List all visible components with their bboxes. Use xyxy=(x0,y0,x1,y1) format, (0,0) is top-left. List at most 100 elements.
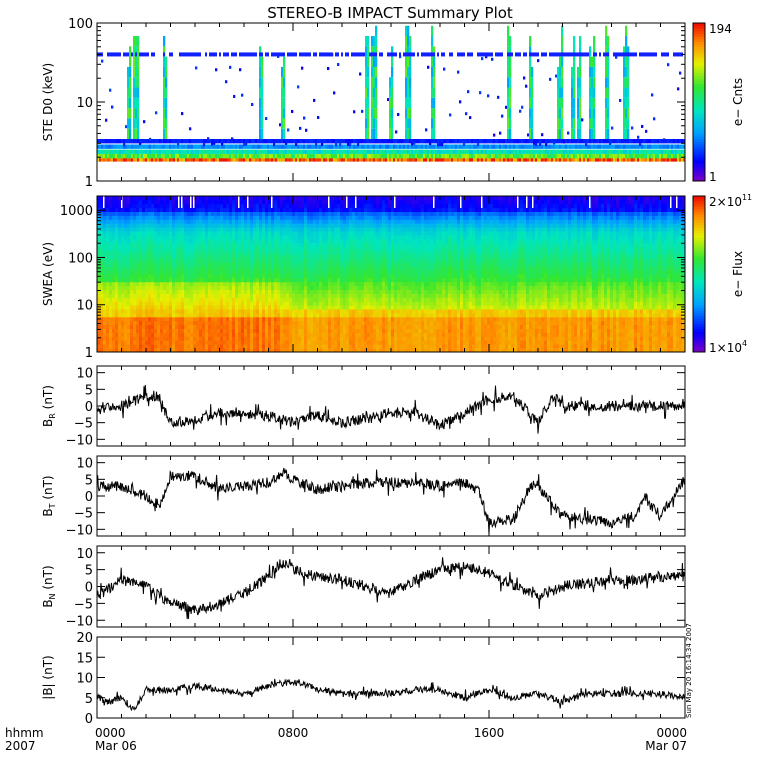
swea-cell xyxy=(142,320,146,326)
ste-cell xyxy=(195,139,198,144)
swea-cell xyxy=(109,348,113,353)
swea-cell xyxy=(286,227,290,232)
ste-cell xyxy=(129,139,132,144)
ste-cell xyxy=(505,157,508,162)
swea-gap xyxy=(193,196,195,208)
swea-cell xyxy=(256,348,260,353)
ste-band-cell xyxy=(563,52,565,57)
swea-cell xyxy=(253,250,257,255)
ste-cell xyxy=(597,157,600,162)
swea-cell xyxy=(112,301,116,306)
swea-cell xyxy=(223,196,227,201)
swea-cell xyxy=(145,266,149,271)
ste-cell xyxy=(475,144,478,149)
swea-cell xyxy=(277,211,281,216)
swea-cell xyxy=(160,199,164,205)
swea-cell xyxy=(202,332,206,337)
swea-cell xyxy=(217,316,221,322)
swea-cell xyxy=(169,235,173,240)
ste-cell xyxy=(493,157,496,162)
swea-cell xyxy=(172,301,176,306)
swea-cell xyxy=(220,211,224,216)
ste-burst-cell xyxy=(591,108,594,119)
ste-band-cell xyxy=(489,52,491,57)
ste-burst-cell xyxy=(259,87,262,98)
ste-burst-cell xyxy=(605,56,608,67)
swea-cell xyxy=(193,223,197,228)
swea-cell xyxy=(181,313,185,318)
swea-cell xyxy=(166,344,170,349)
ste-cell xyxy=(195,157,198,162)
swea-cell xyxy=(259,320,263,326)
ste-cell xyxy=(647,153,650,159)
swea-cell xyxy=(130,344,134,349)
ste-cell xyxy=(585,153,588,159)
swea-cell xyxy=(127,285,131,290)
swea-cell xyxy=(217,344,221,349)
swea-cell xyxy=(235,336,239,341)
swea-cell xyxy=(277,313,281,318)
ste-cell xyxy=(131,139,134,144)
swea-cell xyxy=(133,246,137,251)
swea-cell xyxy=(268,246,272,251)
swea-cell xyxy=(268,281,272,287)
ste-cell xyxy=(251,153,254,159)
ste-cell xyxy=(657,149,660,154)
ste-cell xyxy=(547,144,550,149)
ste-cell xyxy=(419,153,422,159)
swea-cell xyxy=(184,344,188,349)
swea-cell xyxy=(205,238,209,244)
swea-cell xyxy=(157,250,161,255)
swea-cell xyxy=(217,336,221,341)
swea-cell xyxy=(271,305,275,310)
swea-cell xyxy=(148,320,152,326)
swea-cell xyxy=(103,281,107,287)
colorbar-step xyxy=(693,70,705,74)
swea-cell xyxy=(178,227,182,232)
swea-cell xyxy=(241,320,245,326)
swea-cell xyxy=(286,301,290,306)
swea-cell xyxy=(292,305,296,310)
ste-burst-cell xyxy=(367,108,370,119)
ste-cell xyxy=(359,149,362,154)
swea-cell xyxy=(187,242,191,248)
ste-band-cell xyxy=(245,52,247,57)
swea-cell xyxy=(196,277,200,283)
swea-cell xyxy=(289,320,293,326)
swea-cell xyxy=(211,301,215,306)
ste-cell xyxy=(97,153,100,159)
swea-cell xyxy=(109,196,113,201)
swea-cell xyxy=(274,277,278,283)
ste-cell xyxy=(417,153,420,159)
ste-cell xyxy=(163,149,166,154)
ste-cell xyxy=(471,149,474,154)
ste-cell xyxy=(347,149,350,154)
ste-cell xyxy=(131,153,134,159)
swea-cell xyxy=(259,281,263,287)
swea-cell xyxy=(172,223,176,228)
swea-cell xyxy=(115,266,119,271)
ste-cell xyxy=(275,149,278,154)
swea-cell xyxy=(154,297,158,302)
swea-cell xyxy=(241,199,245,205)
ste-cell xyxy=(269,144,272,149)
swea-cell xyxy=(220,297,224,302)
swea-cell xyxy=(280,336,284,341)
swea-cell xyxy=(100,289,104,294)
swea-cell xyxy=(130,223,134,228)
ste-cell xyxy=(325,139,328,144)
swea-cell xyxy=(232,215,236,220)
ste-band-cell xyxy=(277,52,279,57)
ste-cell xyxy=(207,153,210,159)
swea-cell xyxy=(157,316,161,322)
swea-cell xyxy=(250,332,254,337)
ste-cell xyxy=(577,144,580,149)
ste-burst-cell xyxy=(561,128,564,140)
ste-band-cell xyxy=(357,52,359,57)
ste-cell xyxy=(349,149,352,154)
ste-cell xyxy=(225,144,228,149)
ste-cell xyxy=(299,139,302,144)
ste-cell xyxy=(603,139,606,144)
ste-cell xyxy=(377,139,380,144)
swea-cell xyxy=(205,289,209,294)
